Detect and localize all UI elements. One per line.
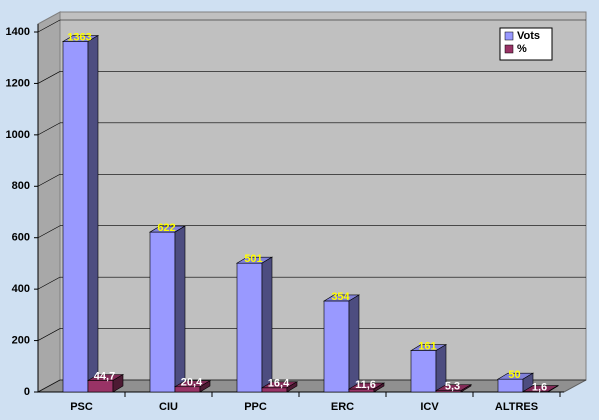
bar-side	[373, 382, 385, 393]
bar-side	[199, 380, 211, 393]
bar	[322, 294, 361, 393]
bar-side	[87, 34, 99, 393]
y-tick-label: 600	[12, 232, 30, 244]
grid-line-side	[37, 71, 61, 84]
bar-side	[547, 385, 559, 393]
data-label: 11,6	[355, 379, 376, 391]
y-tick-label: 400	[12, 283, 30, 295]
bar	[148, 225, 187, 393]
bar	[347, 382, 386, 393]
bar-front	[236, 262, 263, 393]
data-label: 501	[244, 253, 262, 265]
y-tick-label: 1200	[6, 77, 30, 89]
grid-line-side	[37, 19, 61, 33]
legend-label: %	[517, 43, 527, 55]
x-tick-label: CIU	[159, 401, 178, 413]
bar	[235, 256, 274, 393]
x-tick-label: PSC	[70, 401, 93, 413]
y-tick-label: 200	[12, 334, 30, 346]
bar	[61, 34, 100, 393]
bar-front	[149, 231, 176, 393]
data-label: 1363	[67, 31, 91, 43]
legend-swatch	[504, 31, 514, 41]
bar-side	[174, 225, 186, 393]
x-tick-label: PPC	[244, 401, 267, 413]
x-tick-label: ERC	[331, 401, 354, 413]
left-wall	[37, 11, 61, 393]
grid-line-side	[37, 328, 61, 341]
data-label: 354	[331, 291, 350, 303]
bar	[86, 373, 125, 393]
x-tick-label: ALTRES	[495, 401, 538, 413]
bar	[409, 344, 448, 393]
bar-side	[348, 294, 360, 393]
back-wall	[59, 11, 587, 381]
y-tick-label: 1000	[6, 129, 30, 141]
grid-line-side	[37, 122, 61, 136]
data-label: 20,4	[181, 377, 203, 389]
grid-line-side	[37, 225, 61, 238]
bar	[434, 384, 473, 393]
bar-side	[460, 384, 472, 393]
legend-swatch	[504, 44, 514, 54]
y-tick-label: 0	[24, 386, 30, 398]
bar-front	[62, 41, 89, 393]
grid-line-side	[37, 379, 61, 393]
bar	[521, 385, 560, 393]
bar-side	[286, 381, 298, 393]
data-label: 161	[418, 341, 436, 353]
bar-front	[497, 378, 524, 393]
grid-line-side	[37, 276, 61, 290]
data-label: 5,3	[445, 381, 460, 393]
y-tick-label: 800	[12, 180, 30, 192]
legend-label: Vots	[517, 30, 540, 42]
bar	[173, 380, 212, 393]
data-label: 1,6	[532, 381, 547, 393]
grid-line-side	[37, 174, 61, 187]
data-label: 44,7	[94, 370, 115, 382]
bar	[496, 372, 535, 393]
bar-side	[261, 256, 273, 393]
data-label: 16,4	[268, 378, 290, 390]
y-tick-label: 1400	[6, 26, 30, 38]
bar-side	[112, 373, 124, 393]
bar-front	[410, 350, 437, 393]
x-tick-label: ICV	[420, 401, 439, 413]
bar-front	[323, 300, 350, 393]
data-label: 50	[508, 369, 520, 381]
bar	[260, 381, 299, 393]
data-label: 622	[157, 222, 175, 234]
